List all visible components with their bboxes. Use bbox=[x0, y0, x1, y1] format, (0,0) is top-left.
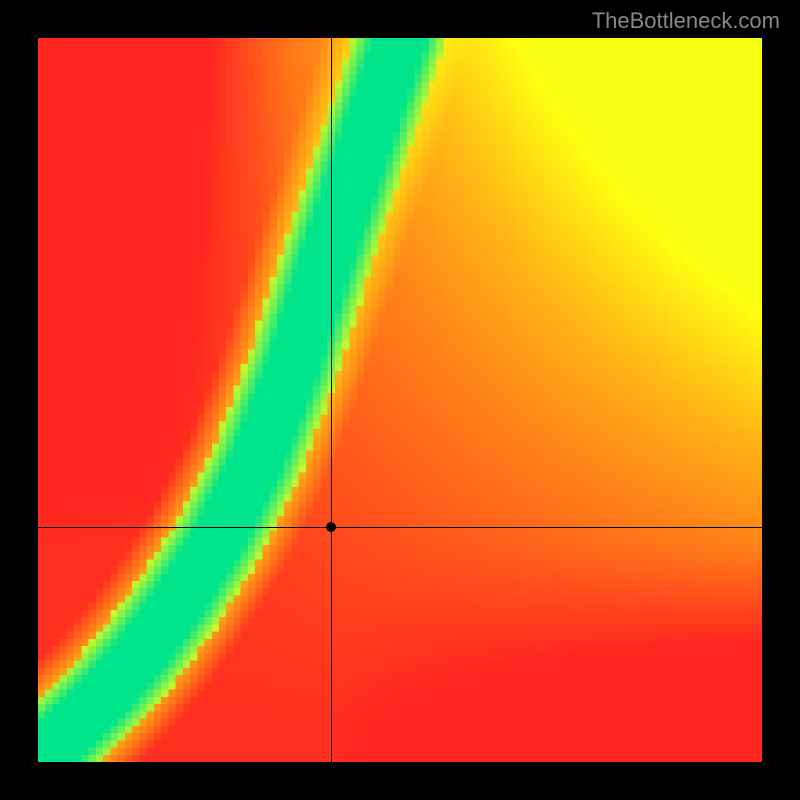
heatmap-canvas bbox=[38, 38, 762, 762]
plot-area bbox=[38, 38, 762, 762]
selected-point bbox=[326, 522, 336, 532]
crosshair-vertical bbox=[331, 38, 332, 762]
watermark-text: TheBottleneck.com bbox=[592, 8, 780, 34]
crosshair-horizontal bbox=[38, 527, 762, 528]
